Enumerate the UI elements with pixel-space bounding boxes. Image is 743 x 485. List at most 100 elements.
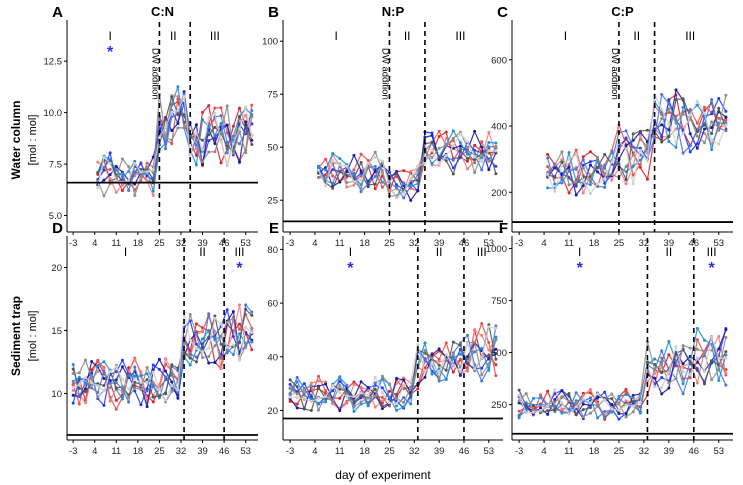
data-point bbox=[610, 160, 614, 164]
data-point bbox=[444, 130, 448, 134]
data-point bbox=[588, 406, 592, 410]
data-point bbox=[338, 180, 342, 184]
data-point bbox=[494, 144, 498, 148]
data-point bbox=[724, 335, 728, 339]
data-point bbox=[188, 312, 192, 316]
data-point bbox=[603, 390, 607, 394]
data-point bbox=[151, 171, 155, 175]
data-point bbox=[231, 134, 235, 138]
data-point bbox=[170, 129, 174, 133]
data-point bbox=[219, 354, 223, 358]
data-point bbox=[380, 395, 384, 399]
data-point bbox=[487, 325, 491, 329]
data-point bbox=[231, 151, 235, 155]
data-point bbox=[451, 129, 455, 133]
data-point bbox=[638, 129, 642, 133]
data-point bbox=[120, 397, 124, 401]
data-point bbox=[567, 392, 571, 396]
data-point bbox=[295, 380, 299, 384]
data-point bbox=[645, 159, 649, 163]
data-point bbox=[487, 149, 491, 153]
series-line bbox=[318, 129, 496, 199]
data-point bbox=[660, 107, 664, 111]
data-point bbox=[139, 403, 143, 407]
data-point bbox=[139, 387, 143, 391]
data-point bbox=[688, 359, 692, 363]
data-point bbox=[120, 157, 124, 161]
data-point bbox=[380, 180, 384, 184]
data-point bbox=[480, 140, 484, 144]
data-point bbox=[352, 382, 356, 386]
phase-label: II bbox=[199, 245, 206, 259]
y-tick-label: 20 bbox=[51, 263, 62, 274]
data-point bbox=[624, 178, 628, 182]
y-tick-label: 80 bbox=[267, 245, 278, 256]
data-point bbox=[702, 105, 706, 109]
data-point bbox=[395, 185, 399, 189]
data-point bbox=[638, 133, 642, 137]
data-point bbox=[402, 169, 406, 173]
data-point bbox=[102, 178, 106, 182]
data-point bbox=[451, 166, 455, 170]
x-tick-label: 18 bbox=[359, 446, 370, 457]
data-point bbox=[164, 135, 168, 139]
data-point bbox=[225, 144, 229, 148]
data-point bbox=[724, 353, 728, 357]
data-point bbox=[71, 393, 75, 397]
data-point bbox=[194, 163, 198, 167]
data-point bbox=[531, 408, 535, 412]
data-point bbox=[345, 401, 349, 405]
phase-label: II bbox=[404, 29, 411, 43]
data-point bbox=[458, 155, 462, 159]
data-point bbox=[451, 144, 455, 148]
data-point bbox=[359, 186, 363, 190]
data-point bbox=[324, 176, 328, 180]
data-point bbox=[108, 399, 112, 403]
data-point bbox=[660, 376, 664, 380]
data-point bbox=[83, 390, 87, 394]
data-point bbox=[373, 174, 377, 178]
data-point bbox=[437, 357, 441, 361]
data-point bbox=[624, 399, 628, 403]
data-point bbox=[157, 367, 161, 371]
series-line bbox=[518, 328, 727, 421]
data-point bbox=[444, 154, 448, 158]
data-point bbox=[373, 187, 377, 191]
data-point bbox=[588, 160, 592, 164]
data-point bbox=[316, 401, 320, 405]
data-point bbox=[366, 161, 370, 165]
data-point bbox=[345, 170, 349, 174]
data-point bbox=[494, 324, 498, 328]
data-point bbox=[624, 415, 628, 419]
data-point bbox=[695, 103, 699, 107]
data-point bbox=[451, 370, 455, 374]
y-tick-label: 10.0 bbox=[44, 108, 63, 119]
data-point bbox=[90, 371, 94, 375]
data-point bbox=[724, 93, 728, 97]
data-point bbox=[316, 168, 320, 172]
data-point bbox=[660, 392, 664, 396]
data-point bbox=[295, 402, 299, 406]
data-point bbox=[624, 390, 628, 394]
data-point bbox=[157, 357, 161, 361]
data-point bbox=[102, 166, 106, 170]
data-point bbox=[617, 162, 621, 166]
data-point bbox=[695, 356, 699, 360]
data-point bbox=[139, 170, 143, 174]
data-point bbox=[695, 347, 699, 351]
data-point bbox=[244, 126, 248, 130]
data-point bbox=[83, 401, 87, 405]
data-point bbox=[724, 371, 728, 375]
data-point bbox=[546, 409, 550, 413]
data-point bbox=[157, 387, 161, 391]
data-point bbox=[674, 121, 678, 125]
data-point bbox=[494, 374, 498, 378]
data-point bbox=[108, 168, 112, 172]
data-point bbox=[574, 399, 578, 403]
data-point bbox=[487, 368, 491, 372]
data-point bbox=[560, 388, 564, 392]
data-point bbox=[238, 332, 242, 336]
data-point bbox=[645, 177, 649, 181]
series-line bbox=[547, 92, 727, 195]
